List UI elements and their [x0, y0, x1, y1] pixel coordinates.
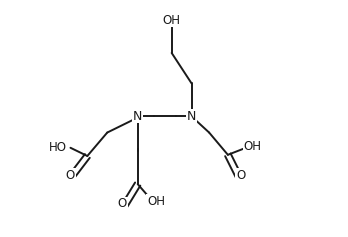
Text: O: O [236, 169, 245, 182]
Text: N: N [187, 110, 196, 123]
Text: O: O [66, 169, 75, 182]
Text: HO: HO [49, 141, 67, 154]
Text: OH: OH [243, 140, 261, 153]
Text: O: O [118, 197, 127, 210]
Text: OH: OH [163, 14, 181, 27]
Text: OH: OH [147, 195, 165, 208]
Text: N: N [133, 110, 142, 123]
